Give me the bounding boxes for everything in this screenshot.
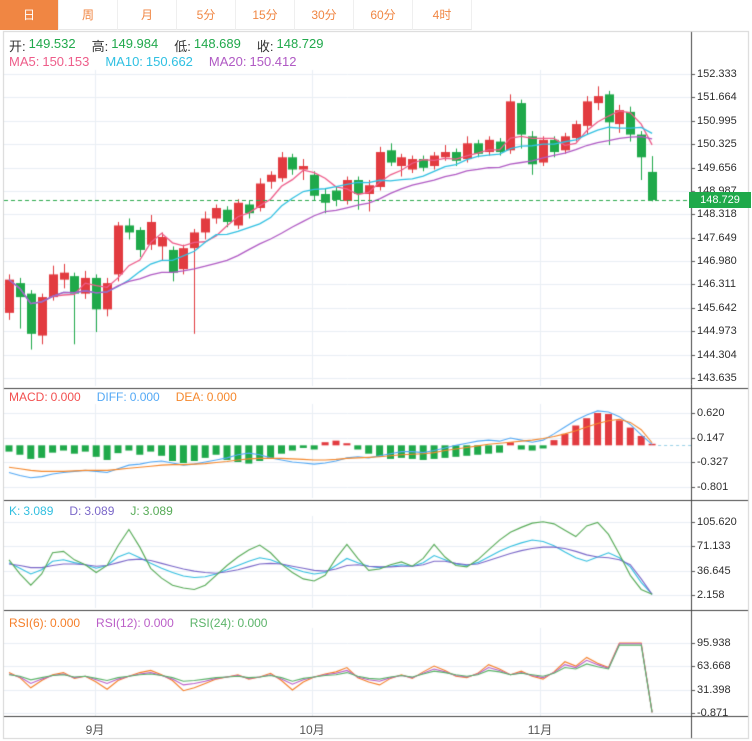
close-value: 148.729 [276,36,324,51]
rsi12-label: RSI(12): [96,616,141,630]
tab-60min[interactable]: 60分 [354,0,413,30]
y-axis-label: 146.980 [697,255,737,267]
current-price-badge: 148.729 [689,192,751,208]
rsi-readout: RSI(6): 0.000 RSI(12): 0.000 RSI(24): 0.… [9,616,267,630]
interval-tabbar: 日 周 月 5分 15分 30分 60分 4时 [0,0,752,30]
low-readout: 低: 148.689 [174,36,241,55]
j-readout: J: 3.089 [130,504,172,518]
diff-label: DIFF: [96,390,127,404]
y-axis-label: 143.635 [697,372,737,384]
ma20-label: MA20: [208,54,247,69]
rsi6-readout: RSI(6): 0.000 [9,616,80,630]
ma-readout: MA5: 150.153 MA10: 150.662 MA20: 150.412 [9,54,297,69]
open-label: 开: [9,39,26,54]
low-label: 低: [174,39,191,54]
macd-readout: MACD: 0.000 DIFF: 0.000 DEA: 0.000 [9,390,237,404]
tab-4hour[interactable]: 4时 [413,0,472,30]
y-axis-label: 147.649 [697,232,737,244]
y-axis-label: 144.304 [697,349,737,361]
x-axis-label: 10月 [299,723,325,737]
j-label: J: [130,504,140,518]
dea-readout: DEA: 0.000 [176,390,237,404]
ma10-value: 150.662 [145,54,193,69]
d-value: 3.089 [84,504,115,518]
ohlc-readout: 开: 149.532 高: 149.984 低: 148.689 收: 148.… [9,36,324,55]
tab-15min[interactable]: 15分 [236,0,295,30]
y-axis-label: 151.664 [697,91,737,103]
tab-day[interactable]: 日 [0,0,59,30]
d-label: D: [69,504,82,518]
rsi12-readout: RSI(12): 0.000 [96,616,174,630]
y-axis-label: 95.938 [697,637,731,649]
y-axis-label: 146.311 [697,278,736,290]
macd-value: 0.000 [50,390,81,404]
open-value: 149.532 [28,36,76,51]
dea-value: 0.000 [206,390,237,404]
low-value: 148.689 [193,36,241,51]
ma5-value: 150.153 [42,54,90,69]
y-axis-label: -0.327 [697,456,729,468]
y-axis-label: 150.325 [697,138,737,150]
k-value: 3.089 [23,504,54,518]
k-label: K: [9,504,21,518]
y-axis-label: 63.668 [697,660,731,672]
ma10-label: MA10: [105,54,143,69]
kdj-readout: K: 3.089 D: 3.089 J: 3.089 [9,504,173,518]
high-value: 149.984 [111,36,159,51]
rsi24-label: RSI(24): [189,616,235,630]
high-readout: 高: 149.984 [92,36,159,55]
rsi6-label: RSI(6): [9,616,48,630]
macd-label: MACD: [9,390,48,404]
y-axis-label: -0.801 [697,481,729,493]
y-axis-label: 31.398 [697,684,731,696]
y-axis-label: 0.620 [697,407,725,419]
j-value: 3.089 [142,504,173,518]
diff-readout: DIFF: 0.000 [97,390,160,404]
tab-5min[interactable]: 5分 [177,0,236,30]
rsi24-value: 0.000 [237,616,268,630]
y-axis-label: 0.147 [697,432,725,444]
ma20-readout: MA20: 150.412 [209,54,297,69]
open-readout: 开: 149.532 [9,36,76,55]
diff-value: 0.000 [129,390,160,404]
y-axis-label: 150.995 [697,115,737,127]
rsi6-value: 0.000 [50,616,81,630]
close-label: 收: [256,39,274,54]
tab-week[interactable]: 周 [59,0,118,30]
macd-value-readout: MACD: 0.000 [9,390,81,404]
y-axis-label: 105.620 [697,516,737,528]
y-axis-label: 36.645 [697,565,731,577]
rsi24-readout: RSI(24): 0.000 [190,616,268,630]
ma10-readout: MA10: 150.662 [105,54,193,69]
y-axis-label: 152.333 [697,68,737,80]
tab-30min[interactable]: 30分 [295,0,354,30]
x-axis-label: 9月 [85,723,105,737]
y-axis-label: 2.158 [697,589,725,601]
close-readout: 收: 148.729 [257,36,324,55]
dea-label: DEA: [175,390,204,404]
high-label: 高: [91,39,109,54]
y-axis-label: 71.133 [697,540,731,552]
x-axis-label: 11月 [527,723,553,737]
ma5-label: MA5: [9,54,40,69]
tab-month[interactable]: 月 [118,0,177,30]
y-axis-label: 149.656 [697,162,737,174]
d-readout: D: 3.089 [69,504,114,518]
rsi12-value: 0.000 [143,616,174,630]
y-axis-label: -0.871 [697,707,729,719]
ma20-value: 150.412 [249,54,297,69]
k-readout: K: 3.089 [9,504,53,518]
y-axis-label: 145.642 [697,302,737,314]
ma5-readout: MA5: 150.153 [9,54,89,69]
y-axis-label: 148.318 [697,208,737,220]
y-axis-label: 144.973 [697,325,737,337]
